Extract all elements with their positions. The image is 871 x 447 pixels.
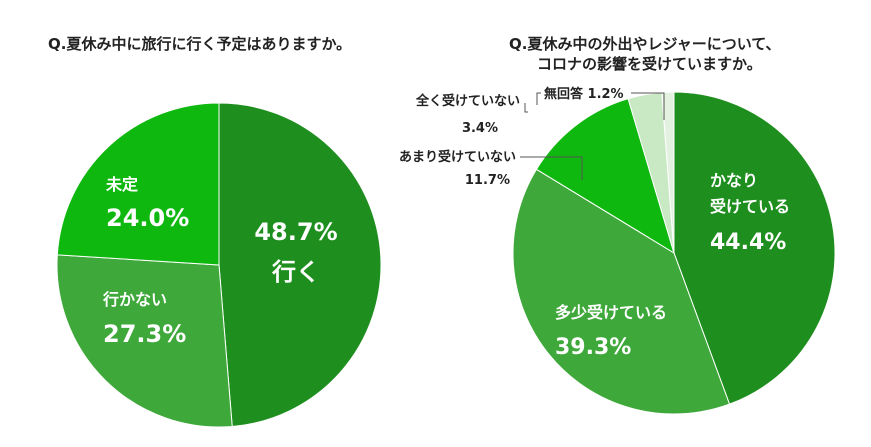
pie-slice — [661, 91, 675, 254]
slice-value-label: 27.3% — [103, 320, 186, 348]
slice-value-label: 39.3% — [555, 335, 631, 360]
pie-slice — [218, 102, 382, 427]
slice-value-label: 44.4% — [710, 230, 786, 255]
chart-title: コロナの影響を受けていますか。 — [537, 55, 762, 73]
slice-value-label: 48.7% — [254, 218, 337, 246]
slice-category-label: 行く — [271, 258, 320, 286]
leader-line — [524, 103, 528, 113]
chart-title: Q.夏休み中の外出やレジャーについて、 — [509, 35, 781, 53]
slice-category-label: かなり — [710, 171, 758, 190]
slice-category-label: 多少受けている — [555, 303, 667, 322]
slice-category-label: 未定 — [105, 175, 138, 194]
chart-title: Q.夏休み中に旅行に行く予定はありますか。 — [48, 35, 351, 53]
slice-value-label: 24.0% — [106, 204, 189, 232]
slice-category-label: 全く受けていない — [415, 93, 520, 109]
slice-category-label: 行かない — [102, 290, 167, 309]
pie-slice — [512, 168, 731, 415]
slice-category-label: 受けている — [710, 197, 790, 216]
slice-category-label: あまり受けていない — [399, 149, 516, 165]
leader-line — [631, 92, 665, 120]
leader-line — [536, 92, 541, 105]
pie-slice — [535, 98, 675, 255]
leader-line — [520, 156, 583, 180]
slice-value-label: 3.4% — [462, 121, 498, 136]
slice-value-label: 無回答 1.2% — [544, 86, 624, 102]
pie-slice — [673, 91, 836, 405]
pie-slice — [56, 254, 233, 428]
pie-slice — [56, 102, 220, 266]
slice-value-label: 11.7% — [465, 173, 510, 188]
